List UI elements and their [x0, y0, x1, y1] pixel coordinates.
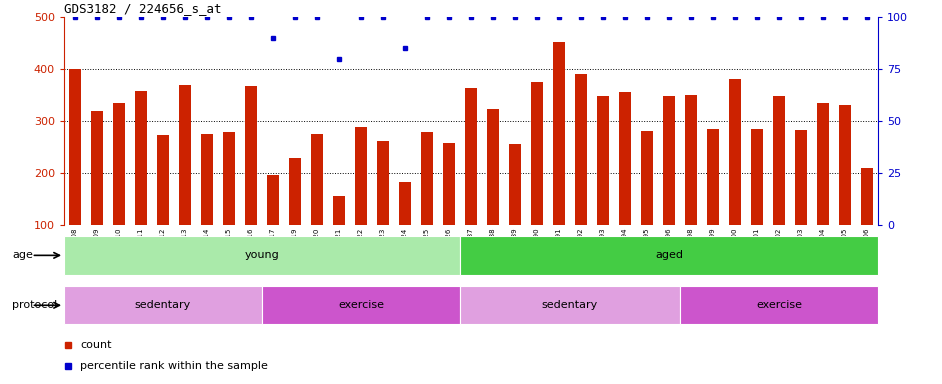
- Bar: [751, 129, 763, 225]
- Bar: [706, 129, 719, 225]
- Bar: [460, 236, 878, 275]
- Text: aged: aged: [655, 250, 683, 260]
- Bar: [597, 96, 609, 225]
- Text: sedentary: sedentary: [542, 300, 598, 310]
- Bar: [861, 168, 873, 225]
- Bar: [772, 96, 785, 225]
- Text: count: count: [80, 339, 112, 350]
- Bar: [680, 286, 878, 324]
- Bar: [729, 79, 741, 225]
- Bar: [460, 286, 680, 324]
- Bar: [487, 109, 499, 225]
- Bar: [91, 111, 103, 225]
- Bar: [795, 130, 807, 225]
- Bar: [223, 132, 236, 225]
- Text: age: age: [12, 250, 33, 260]
- Text: GDS3182 / 224656_s_at: GDS3182 / 224656_s_at: [64, 2, 221, 15]
- Bar: [64, 236, 460, 275]
- Bar: [641, 131, 653, 225]
- Bar: [685, 95, 697, 225]
- Bar: [839, 106, 851, 225]
- Bar: [179, 85, 191, 225]
- Bar: [531, 82, 543, 225]
- Bar: [575, 74, 587, 225]
- Text: sedentary: sedentary: [135, 300, 191, 310]
- Bar: [64, 286, 262, 324]
- Bar: [245, 86, 257, 225]
- Bar: [465, 88, 477, 225]
- Text: young: young: [245, 250, 280, 260]
- Bar: [509, 144, 521, 225]
- Bar: [421, 132, 433, 225]
- Bar: [113, 103, 125, 225]
- Bar: [262, 286, 460, 324]
- Bar: [619, 93, 631, 225]
- Bar: [201, 134, 213, 225]
- Bar: [553, 41, 565, 225]
- Bar: [399, 182, 411, 225]
- Bar: [135, 91, 147, 225]
- Bar: [377, 141, 389, 225]
- Bar: [355, 127, 367, 225]
- Text: exercise: exercise: [756, 300, 802, 310]
- Bar: [157, 135, 170, 225]
- Bar: [443, 143, 455, 225]
- Bar: [69, 69, 81, 225]
- Bar: [289, 158, 301, 225]
- Bar: [817, 103, 829, 225]
- Text: exercise: exercise: [338, 300, 384, 310]
- Text: percentile rank within the sample: percentile rank within the sample: [80, 361, 268, 371]
- Text: protocol: protocol: [12, 300, 57, 310]
- Bar: [663, 96, 675, 225]
- Bar: [311, 134, 323, 225]
- Bar: [333, 196, 345, 225]
- Bar: [267, 175, 279, 225]
